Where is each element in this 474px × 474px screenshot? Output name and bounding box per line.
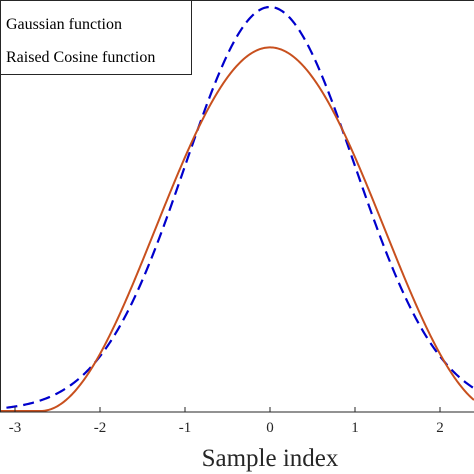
legend-box xyxy=(0,0,192,75)
x-tick-label: 0 xyxy=(266,420,274,436)
plot-area xyxy=(0,5,474,412)
legend-entry-gaussian: Gaussian function xyxy=(6,16,122,33)
x-axis-title: Sample index xyxy=(202,445,339,472)
x-tick-label: 2 xyxy=(436,420,444,436)
series-line-raised-cosine xyxy=(0,46,474,412)
x-tick-label: 1 xyxy=(351,420,359,436)
legend-entry-raised-cosine: Raised Cosine function xyxy=(6,49,155,66)
x-ticks: -3 -2 -1 0 1 2 xyxy=(9,407,444,436)
x-tick-label: -2 xyxy=(94,420,107,436)
legend: Gaussian function Raised Cosine function xyxy=(0,0,192,75)
series-line-gaussian xyxy=(0,5,474,410)
x-tick-label: -1 xyxy=(179,420,192,436)
x-tick-label: -3 xyxy=(9,420,22,436)
